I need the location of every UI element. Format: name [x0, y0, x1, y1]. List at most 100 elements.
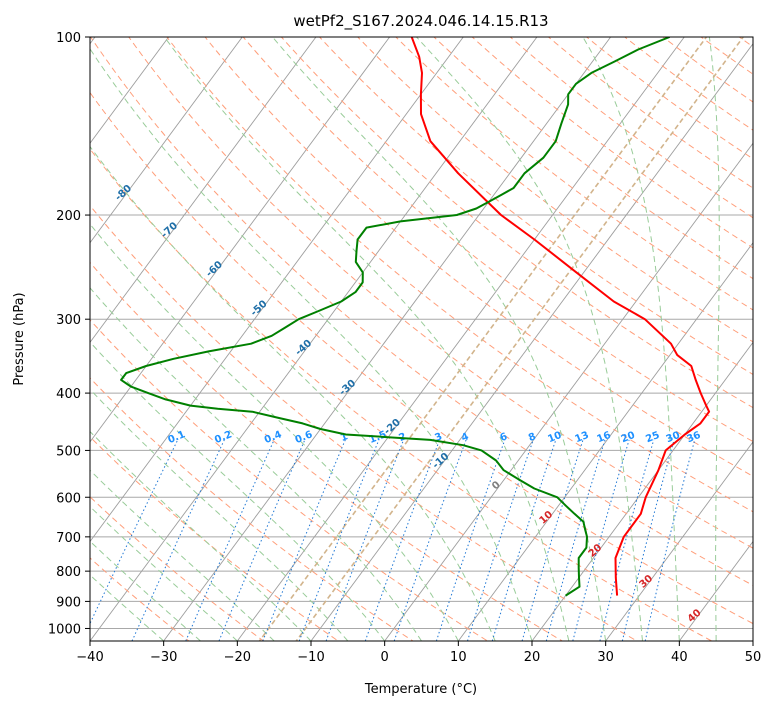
mixing-ratio-line [185, 439, 275, 641]
isotherm-line [163, 37, 611, 641]
dry-adiabat-line [318, 37, 753, 375]
dry-adiabat-line [280, 37, 753, 409]
mixing-ratio-label: 8 [527, 431, 538, 444]
mixing-ratio-line [621, 439, 675, 641]
isotherm-line [384, 142, 753, 641]
plot-area: 0.10.20.40.611.52346810131620253036-100-… [90, 37, 753, 641]
moist-adiabat-line [90, 540, 201, 641]
mixing-ratio-label: 10 [546, 430, 563, 445]
x-tick-label: 30 [597, 650, 614, 665]
dry-adiabat-line [204, 37, 753, 477]
y-tick-label: 400 [56, 387, 81, 402]
moist-adiabat-line [272, 37, 607, 641]
mixing-ratio-label: 20 [620, 430, 637, 445]
x-axis-label: Temperature (°C) [364, 682, 477, 697]
y-tick-label: 1000 [48, 622, 81, 637]
mixing-ratio-line [131, 439, 225, 641]
mixing-ratio-lines [90, 439, 696, 641]
contour-labels: 0.10.20.40.611.52346810131620253036-100-… [113, 183, 703, 625]
dry-adiabat-line [128, 37, 753, 549]
y-tick-label: 500 [56, 444, 81, 459]
y-tick-label: 200 [56, 209, 81, 224]
x-tick-label: 50 [745, 650, 762, 665]
dry-adiabat-line [90, 377, 414, 641]
mixing-ratio-label: 1 [339, 431, 350, 444]
y-tick-label: 600 [56, 491, 81, 506]
dewpoint-profile-line [120, 37, 670, 597]
x-tick-label: −30 [150, 650, 177, 665]
isotherm-line [90, 37, 390, 443]
chart-title: wetPf2_S167.2024.046.14.15.R13 [293, 12, 548, 31]
mixing-ratio-label: 4 [460, 431, 471, 444]
mixing-ratio-line [644, 439, 696, 641]
isotherm-line [531, 341, 753, 641]
mixing-ratio-label: 36 [685, 430, 702, 445]
dry-adiabat-line [547, 37, 753, 189]
mixing-ratio-line [364, 439, 441, 641]
mixing-ratio-line [545, 439, 606, 641]
y-tick-label: 700 [56, 531, 81, 546]
isotherm-line [90, 37, 464, 543]
x-tick-label: 10 [450, 650, 467, 665]
moist-adiabat-line [90, 469, 275, 641]
isotherm-line [90, 37, 169, 145]
dry-adiabat-line [433, 37, 753, 280]
y-tick-label: 800 [56, 565, 81, 580]
y-tick-label: 300 [56, 313, 81, 328]
dry-adiabat-line [90, 37, 753, 586]
plot-frame [89, 36, 754, 642]
moist-adiabat-line [90, 287, 422, 641]
y-tick-label: 100 [56, 31, 81, 46]
mixing-ratio-line [467, 439, 534, 641]
dgz-line [295, 37, 745, 641]
dry-adiabat-line [395, 37, 753, 311]
isotherm-lines [90, 37, 753, 641]
moist-adiabat-line [582, 37, 680, 641]
mixing-ratio-line [393, 439, 467, 641]
isotherm-line [236, 37, 685, 641]
mixing-ratio-line [521, 439, 584, 641]
moist-adiabat-line [90, 341, 386, 641]
dry-adiabat-line [509, 37, 753, 219]
mixing-ratio-label: 13 [574, 430, 591, 445]
isotherm-line [90, 37, 243, 244]
dry-adiabat-line [90, 496, 265, 641]
moist-adiabat-line [90, 574, 165, 641]
y-axis-label: Pressure (hPa) [12, 292, 27, 385]
isobar-lines [90, 37, 753, 629]
moist-adiabat-line [90, 505, 238, 641]
x-axis-ticks: −40 −30 −20 −10 0 10 20 30 40 50 [76, 641, 761, 665]
temperature-profile-line [410, 37, 711, 596]
moist-adiabat-line [90, 223, 459, 641]
dry-adiabat-line [90, 91, 753, 625]
mixing-ratio-label: 3 [433, 431, 444, 444]
mixing-ratio-label: 25 [644, 430, 661, 445]
moist-adiabat-line [416, 37, 643, 641]
moist-adiabat-line [90, 47, 533, 641]
mixing-ratio-line [572, 439, 630, 641]
isotherm-line [457, 242, 753, 641]
x-tick-label: −40 [76, 650, 103, 665]
x-tick-label: 20 [524, 650, 541, 665]
y-tick-label: 900 [56, 595, 81, 610]
isotherm-line [90, 37, 317, 344]
mixing-ratio-line [599, 439, 655, 641]
x-tick-label: −20 [224, 650, 251, 665]
dry-adiabat-line [166, 37, 753, 513]
moist-adiabat-line [163, 37, 570, 641]
dendritic-growth-zone-lines [258, 37, 745, 641]
mixing-ratio-line [491, 439, 557, 641]
mixing-ratio-line [218, 439, 306, 641]
moist-adiabat-line [708, 37, 720, 641]
y-axis-ticks: 100 200 300 400 500 600 700 800 900 1000 [48, 31, 90, 637]
isotherm-line [90, 37, 538, 641]
sounding-profiles [120, 37, 711, 597]
x-tick-label: −10 [297, 650, 324, 665]
moist-adiabat-lines [90, 37, 720, 641]
moist-adiabat-line [90, 388, 349, 641]
x-tick-label: 0 [381, 650, 389, 665]
mixing-ratio-label: 16 [596, 430, 613, 445]
dgz-line [258, 37, 708, 641]
